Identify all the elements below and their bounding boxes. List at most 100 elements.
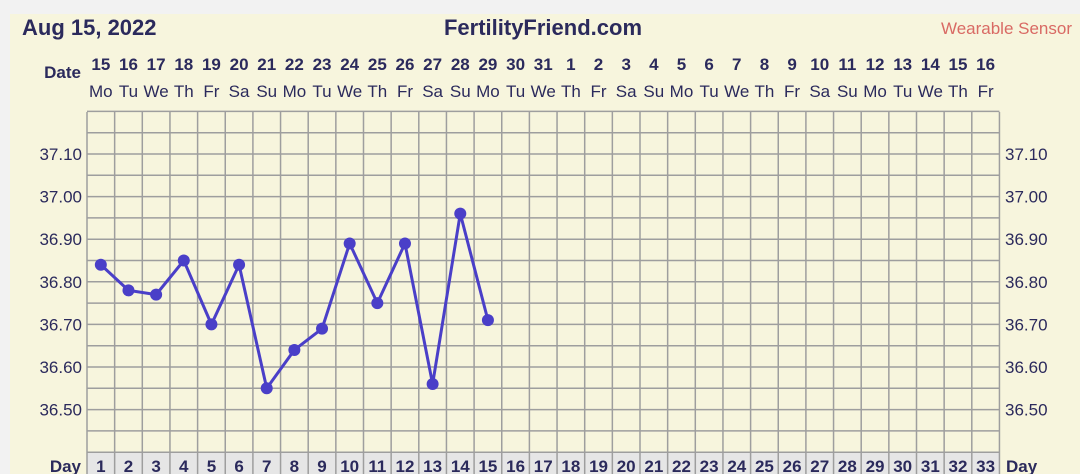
temperature-point: [260, 382, 273, 395]
y-tick-left: 36.90: [39, 230, 82, 249]
day-row-label-left: Day: [50, 457, 82, 474]
day-label: 15: [478, 457, 497, 474]
date-label: 13: [893, 55, 912, 74]
temperature-point: [481, 314, 494, 327]
weekday-label: Mo: [283, 82, 307, 101]
y-tick-left: 36.80: [39, 273, 82, 292]
temperature-point: [316, 322, 329, 335]
chart-date: Aug 15, 2022: [22, 15, 157, 40]
day-label: 28: [838, 457, 857, 474]
day-label: 1: [96, 457, 105, 474]
temperature-point: [454, 207, 467, 220]
weekday-label: Su: [450, 82, 471, 101]
weekday-label: We: [724, 82, 749, 101]
day-label: 31: [921, 457, 940, 474]
day-label: 22: [672, 457, 691, 474]
date-label: 2: [594, 55, 603, 74]
date-label: 12: [866, 55, 885, 74]
temperature-point: [94, 258, 107, 271]
day-label: 23: [700, 457, 719, 474]
day-label: 16: [506, 457, 525, 474]
day-label: 17: [534, 457, 553, 474]
date-row-label: Date: [44, 63, 81, 82]
y-tick-right: 37.10: [1005, 145, 1048, 164]
day-label: 9: [317, 457, 326, 474]
weekday-label: Sa: [616, 82, 637, 101]
y-tick-right: 36.50: [1005, 401, 1048, 420]
temperature-point: [288, 343, 301, 356]
day-label: 6: [234, 457, 243, 474]
date-label: 15: [91, 55, 110, 74]
weekday-label: We: [144, 82, 169, 101]
date-label: 9: [787, 55, 796, 74]
weekday-label: Su: [837, 82, 858, 101]
date-label: 16: [119, 55, 138, 74]
date-label: 16: [976, 55, 995, 74]
date-label: 4: [649, 55, 659, 74]
date-label: 19: [202, 55, 221, 74]
y-tick-left: 36.50: [39, 401, 82, 420]
weekday-label: Mo: [89, 82, 113, 101]
date-label: 29: [478, 55, 497, 74]
date-label: 6: [704, 55, 713, 74]
temperature-point: [150, 288, 163, 301]
weekday-label: Th: [755, 82, 775, 101]
date-label: 26: [396, 55, 415, 74]
weekday-label: Su: [256, 82, 277, 101]
temperature-point: [177, 254, 190, 267]
weekday-label: Sa: [229, 82, 250, 101]
date-label: 24: [340, 55, 359, 74]
day-label: 14: [451, 457, 470, 474]
date-label: 3: [621, 55, 630, 74]
weekday-label: Tu: [119, 82, 138, 101]
day-label: 21: [644, 457, 663, 474]
day-label: 27: [810, 457, 829, 474]
y-tick-right: 36.70: [1005, 315, 1048, 334]
day-label: 29: [866, 457, 885, 474]
day-label: 4: [179, 457, 189, 474]
day-label: 24: [727, 457, 746, 474]
day-row-label-right: Day: [1006, 457, 1038, 474]
day-row: [87, 453, 1000, 474]
temperature-point: [233, 258, 246, 271]
y-tick-left: 36.70: [39, 315, 82, 334]
weekday-label: We: [337, 82, 362, 101]
temperature-point: [343, 237, 356, 250]
date-label: 8: [760, 55, 769, 74]
weekday-label: Mo: [476, 82, 500, 101]
site-title: FertilityFriend.com: [444, 15, 642, 40]
day-label: 25: [755, 457, 774, 474]
day-label: 26: [783, 457, 802, 474]
date-label: 31: [534, 55, 553, 74]
temperature-point: [205, 318, 218, 331]
temperature-point: [426, 378, 439, 391]
date-label: 21: [257, 55, 276, 74]
weekday-label: Th: [174, 82, 194, 101]
y-tick-right: 37.00: [1005, 188, 1048, 207]
weekday-label: Fr: [978, 82, 994, 101]
date-label: 10: [810, 55, 829, 74]
y-tick-left: 37.10: [39, 145, 82, 164]
weekday-label: We: [531, 82, 556, 101]
day-label: 19: [589, 457, 608, 474]
day-label: 3: [151, 457, 160, 474]
weekday-label: Sa: [422, 82, 443, 101]
weekday-label: Mo: [863, 82, 887, 101]
weekday-label: Fr: [203, 82, 219, 101]
weekday-label: Sa: [809, 82, 830, 101]
day-label: 18: [561, 457, 580, 474]
date-label: 5: [677, 55, 686, 74]
weekday-label: Tu: [312, 82, 331, 101]
chart-background: [10, 14, 1080, 474]
date-label: 18: [174, 55, 193, 74]
y-tick-left: 36.60: [39, 358, 82, 377]
weekday-label: Th: [948, 82, 968, 101]
date-label: 14: [921, 55, 940, 74]
date-label: 27: [423, 55, 442, 74]
day-label: 2: [124, 457, 133, 474]
day-label: 33: [976, 457, 995, 474]
day-label: 30: [893, 457, 912, 474]
date-label: 25: [368, 55, 387, 74]
weekday-label: Fr: [397, 82, 413, 101]
